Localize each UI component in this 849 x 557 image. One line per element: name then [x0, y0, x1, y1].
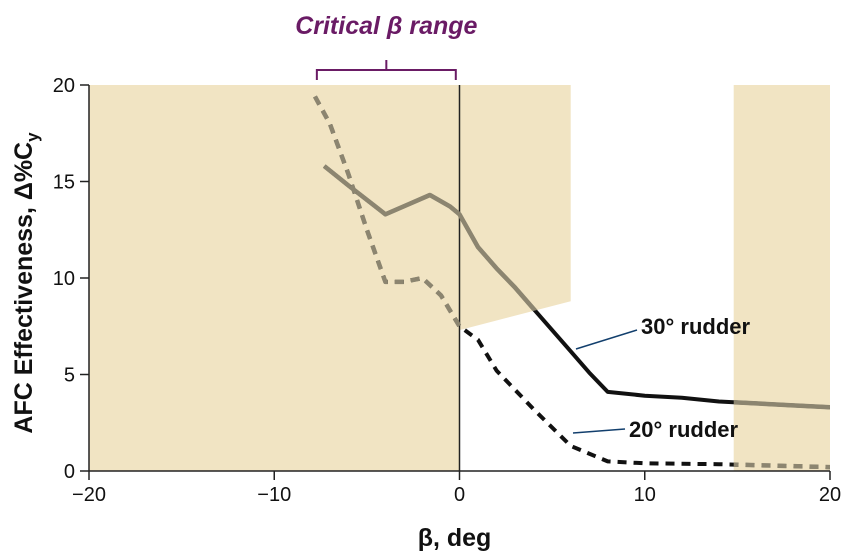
y-tick-label: 20: [53, 75, 75, 97]
series-leader-line: [575, 329, 638, 350]
series-line-2: [313, 95, 830, 470]
shaded-region-1: [89, 85, 460, 471]
y-axis-title: AFC Effectiveness, Δ%Cy: [10, 132, 42, 434]
series-1: [322, 164, 830, 410]
critical-range-label: Critical β range: [295, 12, 477, 40]
y-tick-label: 15: [53, 172, 75, 194]
shaded-region-3: [733, 85, 830, 471]
series-leader-line: [572, 428, 626, 434]
x-tick-label: 10: [634, 484, 656, 506]
y-tick-label: 10: [53, 268, 75, 290]
series-layer: [313, 95, 830, 470]
series-label: 20° rudder: [629, 417, 738, 442]
y-tick-label: 0: [64, 461, 75, 483]
series-2: [313, 95, 830, 470]
axes: 0 5 10 15 20 −20 −10 0 10 20: [53, 75, 841, 506]
y-tick-label: 5: [64, 365, 75, 387]
x-tick-label: 20: [819, 484, 841, 506]
series-labels: 30° rudder 20° rudder: [572, 314, 750, 442]
shaded-region-2: [459, 85, 571, 331]
y-axis-title-subscript: y: [23, 132, 42, 142]
y-axis-title-main: AFC Effectiveness, Δ%C: [10, 142, 38, 434]
x-tick-label: 0: [454, 484, 465, 506]
x-axis-title: β, deg: [418, 524, 492, 552]
critical-range-bracket-line: [315, 60, 457, 80]
shaded-regions: [89, 85, 830, 471]
x-tick-label: −20: [72, 484, 106, 506]
critical-range-bracket: Critical β range: [295, 12, 478, 80]
series-label: 30° rudder: [641, 314, 750, 339]
x-tick-label: −10: [257, 484, 291, 506]
